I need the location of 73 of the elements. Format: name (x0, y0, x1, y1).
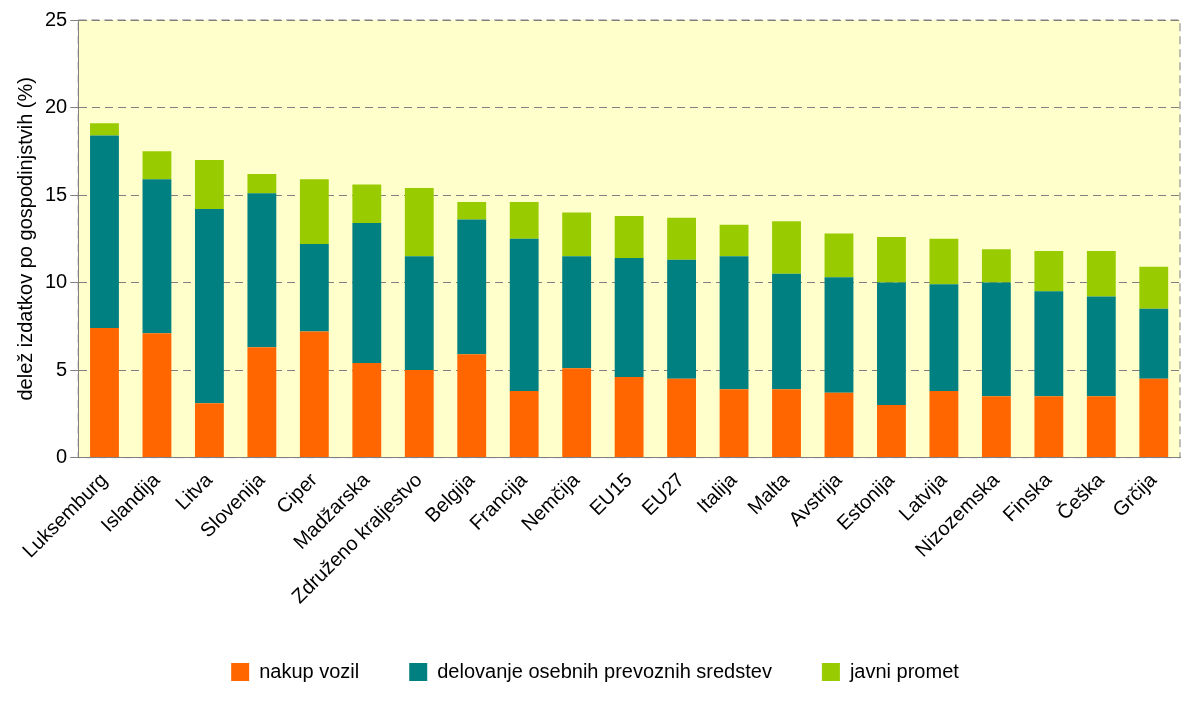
bar (194, 403, 224, 458)
bar (194, 209, 224, 404)
bar (247, 174, 277, 194)
bar (877, 282, 906, 406)
bar (509, 391, 539, 458)
bar (90, 123, 119, 136)
bar (194, 160, 224, 210)
bar (772, 221, 801, 274)
bar (299, 331, 329, 458)
bar (772, 273, 801, 390)
bar (667, 259, 697, 379)
bar (614, 258, 644, 378)
bar (877, 237, 906, 283)
bar (562, 368, 592, 458)
bar (719, 256, 749, 390)
bar (1034, 396, 1064, 458)
bar (667, 378, 697, 458)
bar (1139, 266, 1169, 309)
bar (352, 223, 382, 364)
y-tick-label: 5 (56, 357, 68, 380)
y-axis-title: delež izdatkov po gospodinjstvih (%) (13, 77, 36, 401)
legend-label: delovanje osebnih prevoznih sredstev (437, 659, 772, 682)
bar (562, 256, 592, 369)
bar (457, 202, 487, 220)
bar (981, 396, 1011, 458)
bar (142, 333, 172, 458)
bar (509, 238, 539, 392)
bar (824, 392, 854, 458)
bar (299, 179, 329, 245)
bar (352, 184, 382, 224)
bar (90, 328, 119, 458)
bar (1034, 251, 1064, 292)
bar (509, 202, 539, 239)
bar (1086, 251, 1116, 297)
y-tick-label: 20 (45, 95, 68, 118)
bar (299, 244, 329, 332)
y-tick-label: 10 (45, 270, 68, 293)
legend-label: javni promet (848, 659, 960, 682)
bar (614, 216, 644, 259)
bar (352, 363, 382, 458)
bar (247, 347, 277, 458)
bar (562, 212, 592, 257)
bar (142, 179, 172, 334)
bar (404, 188, 434, 257)
bar (981, 249, 1011, 283)
bar (457, 219, 487, 355)
bar (247, 193, 277, 348)
bar (90, 135, 119, 329)
y-tick-label: 15 (45, 182, 68, 205)
bar (719, 224, 749, 257)
bar (1086, 296, 1116, 397)
bar (1034, 291, 1064, 397)
bar (981, 282, 1011, 397)
bar (772, 389, 801, 458)
bar (457, 354, 487, 458)
bar (1139, 308, 1169, 379)
bar (929, 284, 959, 392)
bar (614, 377, 644, 458)
bar (719, 389, 749, 458)
bar (824, 233, 854, 278)
bar (877, 405, 906, 458)
bar (929, 238, 959, 285)
legend-label: nakup vozil (259, 659, 360, 682)
bar (404, 370, 434, 458)
bar (1139, 378, 1169, 458)
bar (404, 256, 434, 371)
bar (824, 277, 854, 393)
bar (667, 217, 697, 260)
bar (929, 391, 959, 458)
bar (1086, 396, 1116, 458)
y-tick-label: 25 (45, 7, 68, 30)
y-tick-label: 0 (56, 445, 68, 468)
bar (142, 151, 172, 180)
